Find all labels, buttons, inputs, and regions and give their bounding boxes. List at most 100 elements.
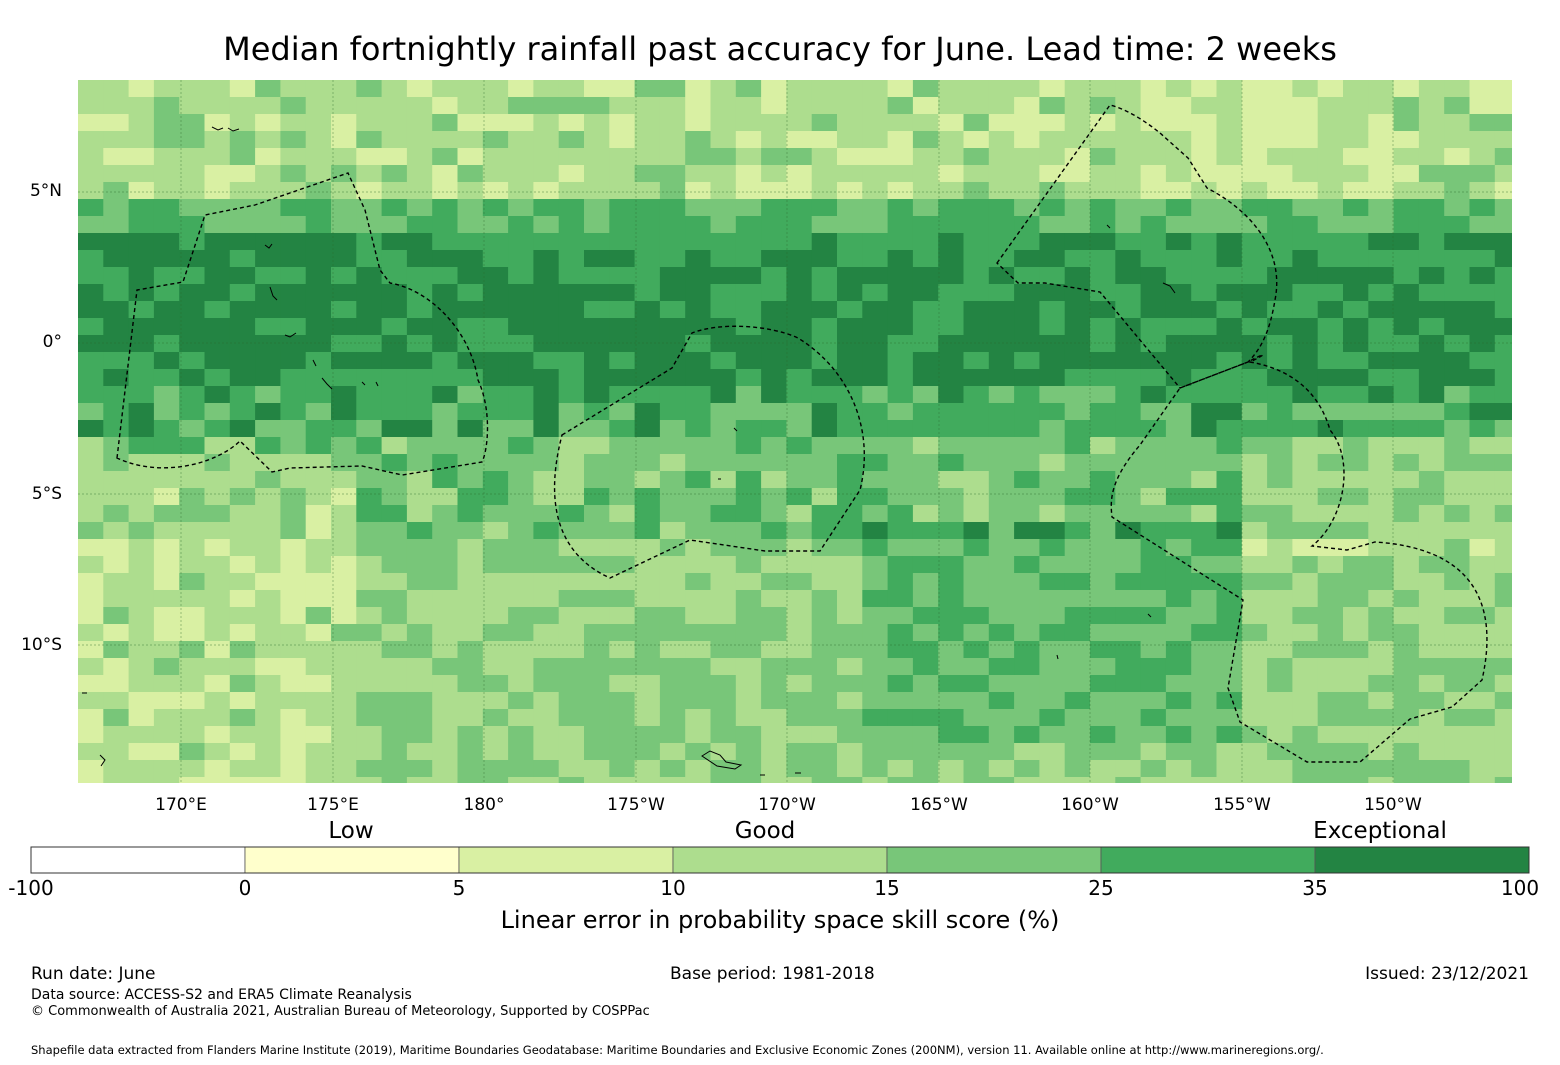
- grid-cell: [1494, 437, 1512, 455]
- grid-cell: [331, 199, 357, 217]
- grid-cell: [1090, 386, 1116, 404]
- grid-cell: [533, 573, 560, 591]
- grid-cell: [685, 437, 711, 455]
- grid-cell: [1267, 335, 1293, 353]
- grid-cell: [786, 284, 813, 302]
- grid-cell: [938, 233, 964, 251]
- grid-cell: [508, 454, 534, 472]
- grid-cell: [406, 454, 433, 472]
- grid-cell: [1292, 420, 1319, 438]
- grid-cell: [912, 352, 939, 370]
- grid-cell: [103, 420, 130, 438]
- grid-cell: [331, 369, 357, 387]
- grid-cell: [1165, 148, 1192, 166]
- grid-cell: [634, 539, 661, 557]
- grid-cell: [659, 403, 686, 421]
- grid-cell: [432, 641, 458, 659]
- grid-cell: [406, 301, 433, 319]
- grid-cell: [938, 284, 964, 302]
- grid-cell: [482, 284, 509, 302]
- grid-cell: [609, 607, 636, 625]
- grid-cell: [153, 556, 180, 574]
- grid-cell: [659, 420, 686, 438]
- grid-cell: [229, 454, 256, 472]
- grid-cell: [179, 505, 205, 523]
- grid-cell: [533, 488, 560, 506]
- grid-cell: [584, 352, 610, 370]
- grid-cell: [1191, 522, 1217, 540]
- grid-cell: [710, 148, 737, 166]
- grid-cell: [1241, 131, 1268, 149]
- grid-cell: [887, 301, 914, 319]
- grid-cell: [331, 182, 357, 200]
- grid-cell: [381, 233, 408, 251]
- grid-cell: [659, 267, 686, 285]
- grid-cell: [1418, 301, 1445, 319]
- grid-cell: [609, 199, 636, 217]
- grid-cell: [963, 80, 990, 98]
- grid-cell: [786, 624, 813, 642]
- grid-cell: [305, 335, 332, 353]
- grid-cell: [1115, 233, 1142, 251]
- grid-cell: [1393, 658, 1420, 676]
- grid-cell: [128, 420, 155, 438]
- grid-cell: [305, 675, 332, 693]
- grid-cell: [1368, 352, 1395, 370]
- grid-cell: [938, 658, 964, 676]
- grid-cell: [735, 556, 762, 574]
- grid-cell: [761, 352, 787, 370]
- grid-cell: [1494, 658, 1512, 676]
- grid-cell: [938, 352, 964, 370]
- grid-cell: [103, 233, 130, 251]
- grid-cell: [103, 522, 130, 540]
- grid-cell: [508, 590, 534, 608]
- grid-cell: [356, 556, 383, 574]
- grid-cell: [1317, 318, 1344, 336]
- grid-cell: [1494, 318, 1512, 336]
- grid-cell: [204, 80, 231, 98]
- grid-cell: [255, 301, 281, 319]
- grid-cell: [761, 454, 787, 472]
- grid-cell: [988, 216, 1015, 234]
- grid-cell: [229, 488, 256, 506]
- grid-cell: [1191, 318, 1217, 336]
- grid-cell: [533, 80, 560, 98]
- grid-cell: [406, 607, 433, 625]
- grid-cell: [1494, 80, 1512, 98]
- grid-cell: [963, 250, 990, 268]
- grid-cell: [938, 641, 964, 659]
- grid-cell: [584, 182, 610, 200]
- grid-cell: [609, 437, 636, 455]
- grid-cell: [432, 420, 458, 438]
- grid-cell: [1368, 590, 1395, 608]
- grid-cell: [1368, 233, 1395, 251]
- grid-cell: [1014, 148, 1040, 166]
- grid-cell: [381, 624, 408, 642]
- grid-cell: [1418, 403, 1445, 421]
- grid-cell: [1418, 454, 1445, 472]
- grid-cell: [1469, 80, 1496, 98]
- grid-cell: [432, 131, 458, 149]
- grid-cell: [862, 148, 889, 166]
- grid-cell: [1393, 233, 1420, 251]
- grid-cell: [1064, 114, 1091, 132]
- grid-cell: [179, 318, 205, 336]
- grid-cell: [1469, 267, 1496, 285]
- grid-cell: [988, 335, 1015, 353]
- grid-cell: [1418, 233, 1445, 251]
- grid-cell: [1014, 505, 1040, 523]
- grid-cell: [482, 335, 509, 353]
- grid-cell: [988, 301, 1015, 319]
- grid-cell: [1368, 437, 1395, 455]
- grid-cell: [153, 250, 180, 268]
- grid-cell: [1393, 437, 1420, 455]
- grid-cell: [1165, 539, 1192, 557]
- grid-cell: [710, 97, 737, 115]
- grid-cell: [609, 97, 636, 115]
- grid-cell: [634, 386, 661, 404]
- grid-cell: [128, 641, 155, 659]
- grid-cell: [457, 488, 484, 506]
- grid-cell: [609, 624, 636, 642]
- grid-cell: [938, 590, 964, 608]
- grid-cell: [811, 267, 838, 285]
